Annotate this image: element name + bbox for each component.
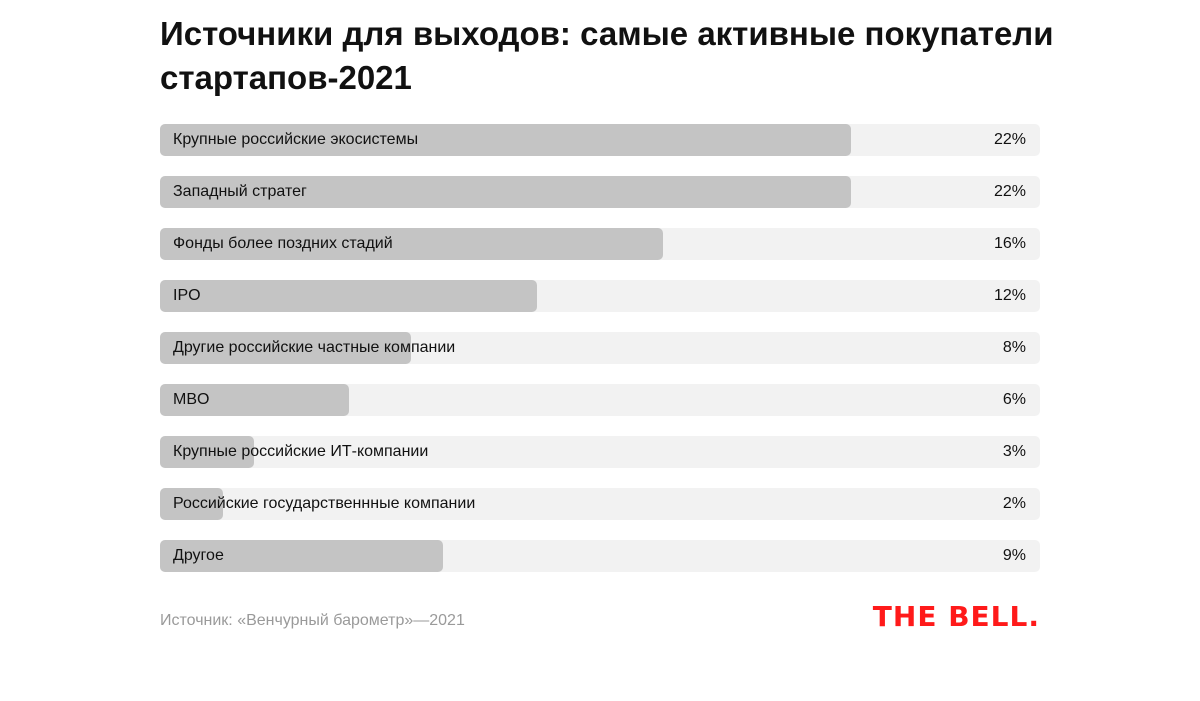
value-label: 6% xyxy=(1002,391,1026,408)
bar xyxy=(160,488,223,520)
category-label: Западный стратег xyxy=(173,183,307,200)
category-label: Крупные российские экосистемы xyxy=(173,131,419,148)
source-note: Источник: «Венчурный барометр»—2021 xyxy=(160,612,465,629)
value-label: 2% xyxy=(1002,495,1026,512)
bar xyxy=(160,228,663,260)
value-label: 16% xyxy=(993,235,1026,252)
bar-row: Западный стратег 22% xyxy=(160,176,1040,208)
category-label: Другое xyxy=(173,547,224,564)
bar xyxy=(160,280,538,312)
category-label: Другие российские частные компании xyxy=(173,339,456,356)
value-label: 3% xyxy=(1002,443,1026,460)
bar xyxy=(160,332,412,364)
bar-row: Фонды более поздних стадий 16% xyxy=(160,228,1040,260)
bar-row: Другое 9% xyxy=(160,540,1040,572)
bar xyxy=(160,124,852,156)
bar xyxy=(160,540,443,572)
category-label: IPO xyxy=(173,287,201,304)
bar-row: MBO 6% xyxy=(160,384,1040,416)
value-label: 8% xyxy=(1002,339,1026,356)
category-label: Крупные российские ИТ-компании xyxy=(173,443,429,460)
bar-row: Другие российские частные компании 8% xyxy=(160,332,1040,364)
bar-chart: Крупные российские экосистемы 22% Западный… xyxy=(160,124,1040,592)
bar-row: Крупные российские ИТ-компании 3% xyxy=(160,436,1040,468)
category-label: Российские государственнные компании xyxy=(173,495,476,512)
bar xyxy=(160,176,852,208)
category-label: Фонды более поздних стадий xyxy=(173,235,393,252)
bar xyxy=(160,384,349,416)
value-label: 22% xyxy=(993,183,1026,200)
bar-row: Российские государственнные компании 2% xyxy=(160,488,1040,520)
value-label: 12% xyxy=(993,287,1026,304)
category-label: MBO xyxy=(173,391,210,408)
value-label: 9% xyxy=(1002,547,1026,564)
chart-title: Источники для выходов: самые активные по… xyxy=(160,15,1054,96)
bar-row: Крупные российские экосистемы 22% xyxy=(160,124,1040,156)
bar-row: IPO 12% xyxy=(160,280,1040,312)
bar xyxy=(160,436,255,468)
the-bell-logo: THE BELL. xyxy=(872,600,1040,633)
value-label: 22% xyxy=(993,131,1026,148)
